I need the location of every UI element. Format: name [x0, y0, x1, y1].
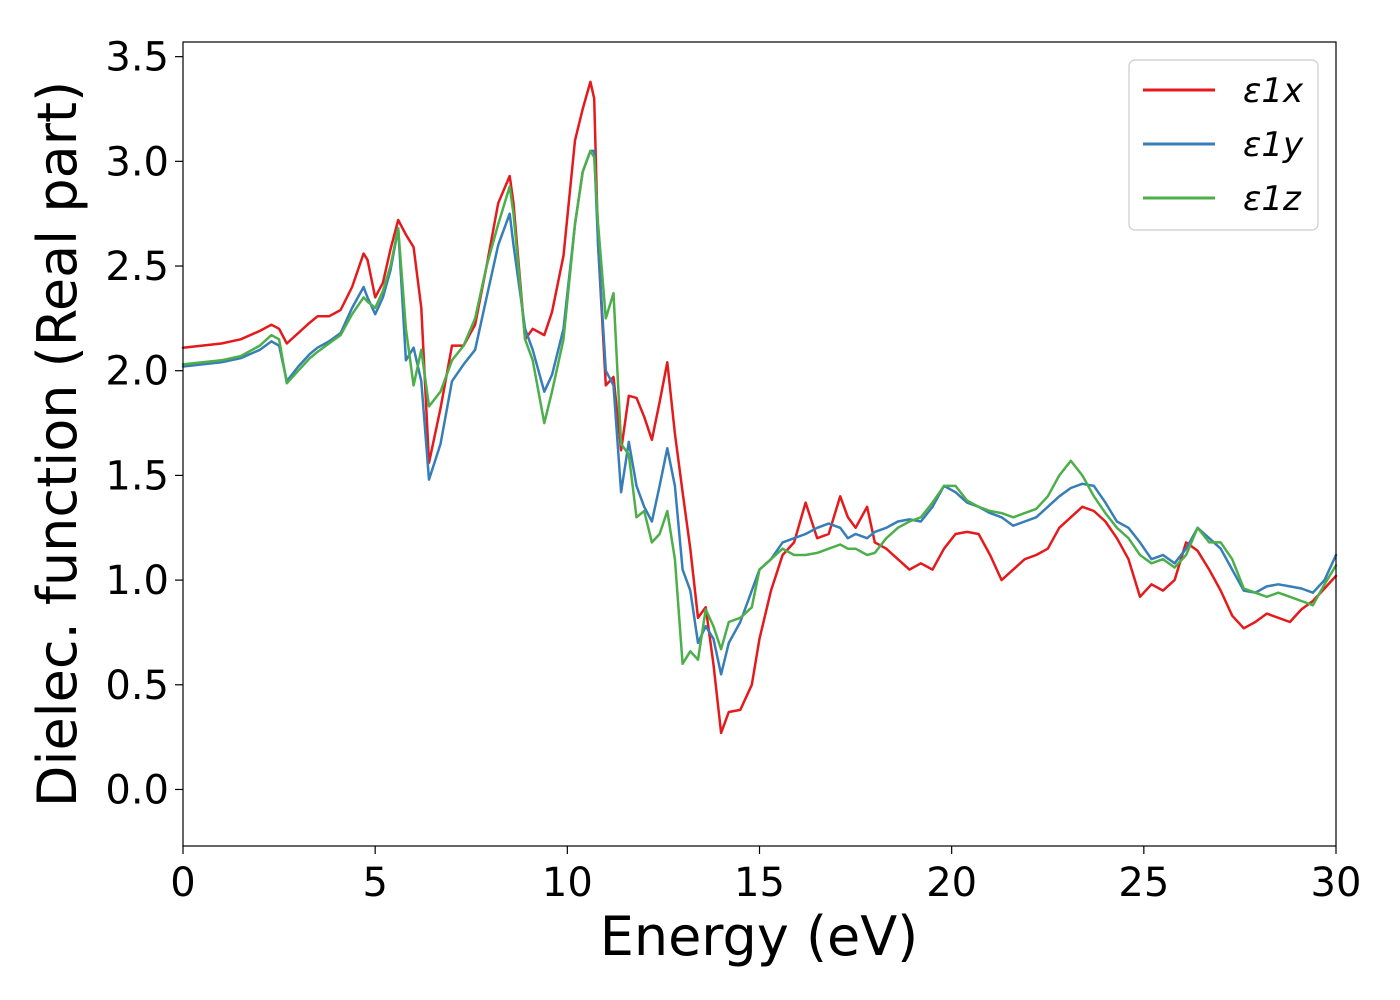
x-axis-title: Energy (eV) [600, 905, 919, 968]
y-tick-label: 0.5 [105, 663, 169, 709]
x-tick-label: 30 [1311, 860, 1362, 906]
y-tick-label: 2.0 [105, 349, 169, 395]
series-line-3 [181, 149, 1338, 666]
legend: ε1x ε1y ε1z [1128, 59, 1319, 231]
legend-label: ε1y [1243, 125, 1304, 165]
series-layer [181, 80, 1338, 735]
y-tick-label: 1.0 [105, 558, 169, 604]
legend-box [1128, 59, 1319, 231]
x-tick-label: 10 [542, 860, 593, 906]
x-tick-label: 25 [1118, 860, 1169, 906]
x-tick-label: 5 [362, 860, 387, 906]
y-tick-label: 2.5 [105, 244, 169, 290]
y-axis-title: Dielec. function (Real part) [26, 81, 89, 807]
legend-label: ε1x [1243, 71, 1304, 111]
x-tick-label: 20 [926, 860, 977, 906]
series-line-1 [181, 80, 1338, 735]
legend-label: ε1z [1243, 179, 1302, 219]
y-tick-label: 3.0 [105, 139, 169, 185]
y-axis-ticks: 0.0 0.5 1.0 1.5 2.0 2.5 3.0 3.5 [105, 35, 183, 813]
y-tick-label: 3.5 [105, 35, 169, 81]
x-tick-label: 15 [734, 860, 785, 906]
x-tick-label: 0 [170, 860, 195, 906]
y-tick-label: 1.5 [105, 453, 169, 499]
x-axis-ticks: 0 5 10 15 20 25 30 [170, 846, 1361, 906]
y-tick-label: 0.0 [105, 767, 169, 813]
